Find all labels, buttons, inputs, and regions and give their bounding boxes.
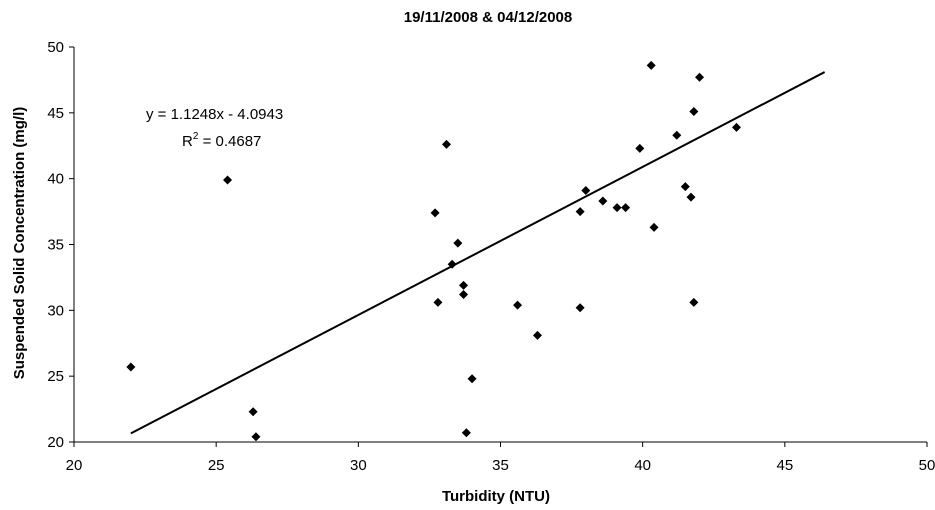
- r-squared-value: = 0.4687: [198, 133, 261, 150]
- data-point: [251, 432, 261, 442]
- x-axis-title: Turbidity (NTU): [442, 488, 550, 505]
- data-point: [598, 196, 608, 206]
- data-point: [459, 290, 469, 300]
- chart-title: 19/11/2008 & 04/12/2008: [404, 9, 573, 26]
- data-point: [461, 428, 471, 438]
- x-tick-label: 25: [208, 457, 225, 474]
- x-tick-label: 35: [492, 457, 509, 474]
- data-point: [248, 407, 258, 417]
- data-point: [621, 203, 631, 213]
- x-axis-ticks: 20 25 30 35 40 45 50: [66, 442, 935, 474]
- y-axis-ticks: 20 25 30 35 40 45 50: [47, 39, 74, 451]
- data-point: [467, 374, 477, 384]
- x-tick-label: 20: [66, 457, 83, 474]
- x-tick-label: 50: [919, 457, 935, 474]
- data-point: [459, 280, 469, 290]
- y-axis-title: Suspended Solid Concentration (mg/l): [11, 107, 28, 380]
- data-point: [447, 259, 457, 269]
- data-point: [532, 330, 542, 340]
- data-point: [223, 175, 233, 185]
- trendline-equation: y = 1.1248x - 4.0943: [146, 106, 283, 123]
- data-point: [689, 297, 699, 307]
- data-point: [433, 297, 443, 307]
- r-squared-exponent: 2: [193, 131, 199, 142]
- data-point: [686, 192, 696, 202]
- y-tick-label: 40: [47, 171, 64, 188]
- x-tick-label: 40: [634, 457, 651, 474]
- r-squared-symbol: R: [182, 133, 193, 150]
- data-point: [126, 362, 136, 372]
- data-point: [635, 143, 645, 153]
- data-point: [575, 303, 585, 313]
- data-point: [672, 130, 682, 140]
- x-tick-label: 30: [350, 457, 367, 474]
- data-point: [680, 182, 690, 192]
- data-points: [126, 60, 741, 442]
- data-point: [453, 238, 463, 248]
- r-squared-label: R2 = 0.4687: [182, 131, 261, 150]
- y-tick-label: 35: [47, 237, 64, 254]
- data-point: [649, 222, 659, 232]
- data-point: [513, 300, 523, 310]
- y-tick-label: 25: [47, 368, 64, 385]
- data-point: [581, 186, 591, 196]
- data-point: [689, 107, 699, 117]
- plot-area: 20 25 30 35 40 45 50 20 25 30 35 40 45 50: [47, 39, 935, 474]
- data-point: [430, 208, 440, 218]
- data-point: [612, 203, 622, 213]
- data-point: [646, 60, 656, 70]
- trendline: [130, 71, 826, 435]
- data-point: [575, 207, 585, 217]
- x-tick-label: 45: [776, 457, 793, 474]
- y-tick-label: 50: [47, 39, 64, 56]
- data-point: [695, 72, 705, 82]
- data-point: [441, 139, 451, 149]
- data-point: [731, 122, 741, 132]
- y-tick-label: 45: [47, 105, 64, 122]
- y-tick-label: 30: [47, 302, 64, 319]
- y-tick-label: 20: [47, 434, 64, 451]
